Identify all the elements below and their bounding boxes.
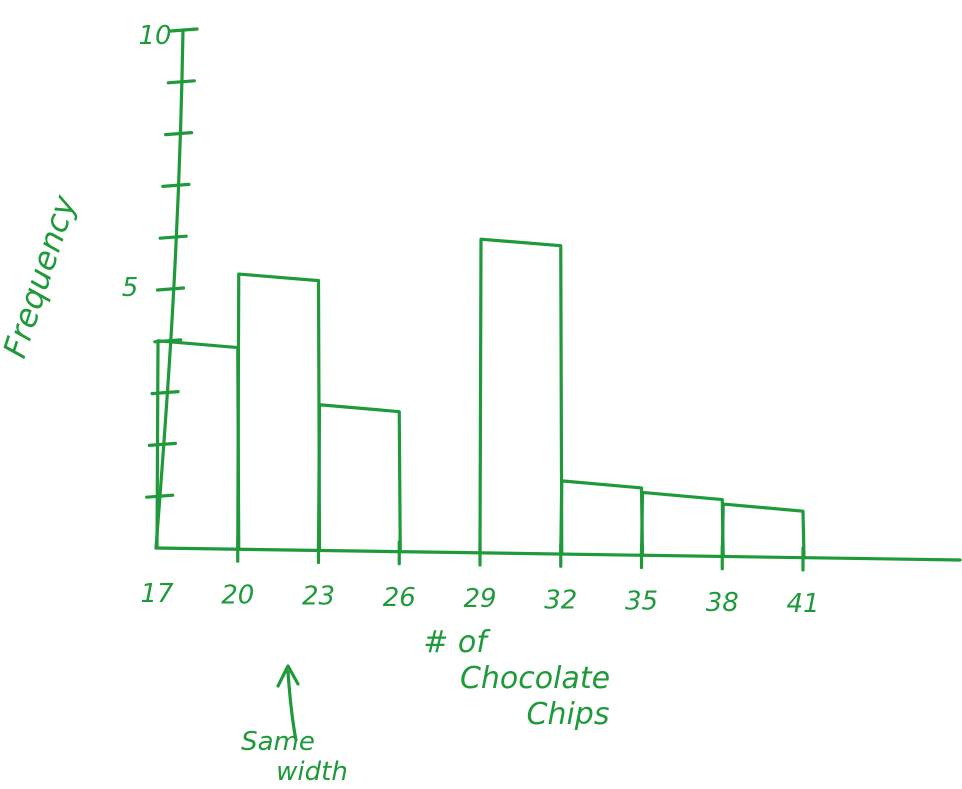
histogram-bar-6 [639,490,725,559]
axes [154,28,962,562]
y-tick-3 [150,390,180,396]
x-axis-label-line-3: Chips [527,697,610,732]
x-tick-label-23: 23 [302,582,335,612]
histogram-bar-7 [720,502,806,560]
y-tick-1 [145,493,175,499]
y-tick-8 [164,131,194,137]
y-tick-7 [161,182,191,188]
y-tick-label-10: 10 [138,21,171,51]
x-tick-label-17: 17 [140,579,174,609]
y-tick-label-5: 5 [122,273,139,303]
y-tick-6 [158,234,188,240]
y-ticks [145,27,199,499]
y-tick-4 [153,338,183,344]
annotation-line-2: width [276,757,348,787]
x-tick-label-38: 38 [706,588,739,618]
x-ticks: 17 20 23 26 29 32 35 38 41 [140,537,820,619]
x-axis-label-line-1: # of [423,625,491,660]
y-tick-10 [169,27,199,33]
x-axis-label-line-2: Chocolate [460,661,610,696]
x-tick-label-35: 35 [625,587,658,617]
y-axis-label: Frequency [0,190,84,363]
annotation-arrow [276,664,300,742]
y-tick-5 [155,286,186,292]
annotation-line-1: Same [241,727,315,757]
histogram-bar-5 [559,479,645,558]
x-tick-label-26: 26 [383,583,416,613]
x-tick-label-41: 41 [786,589,819,619]
bars [155,237,806,560]
x-axis-line [154,546,962,562]
histogram-bar-1 [236,272,322,553]
y-tick-9 [166,79,196,85]
y-tick-2 [147,441,177,447]
x-tick-label-32: 32 [544,585,577,615]
histogram-bar-4 [478,237,564,556]
x-tick-label-20: 20 [221,580,254,610]
histogram-bar-2 [316,403,402,554]
x-tick-label-29: 29 [463,584,496,614]
